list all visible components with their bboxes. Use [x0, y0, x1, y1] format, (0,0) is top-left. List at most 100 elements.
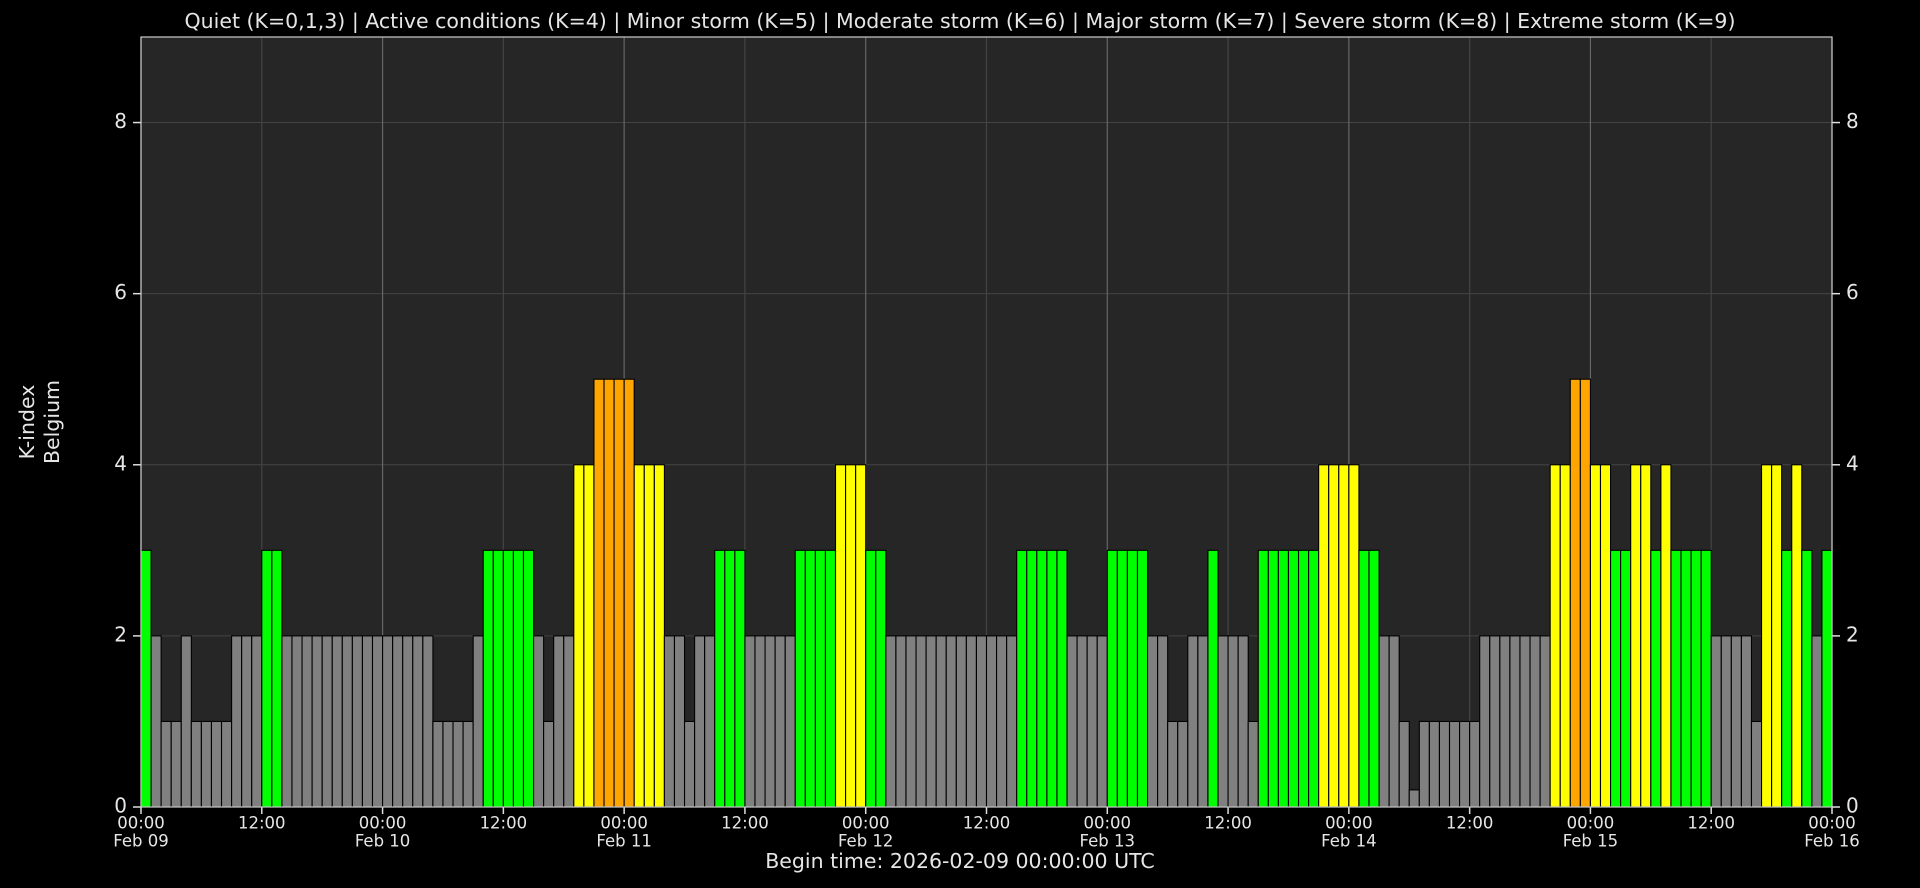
bar [492, 549, 504, 808]
bar [160, 720, 172, 808]
bar [1006, 635, 1018, 808]
bar [1016, 549, 1028, 808]
x-tick-label: 12:00 [721, 814, 769, 833]
bar [1408, 789, 1420, 808]
bar [140, 549, 152, 808]
bar [301, 635, 313, 808]
bar [522, 549, 535, 808]
bar [1217, 635, 1229, 808]
bar [1509, 635, 1521, 808]
bar [694, 635, 706, 808]
x-tick-label: Feb 16 [1804, 832, 1859, 851]
bar [180, 635, 192, 808]
bar [603, 378, 615, 808]
bar [724, 549, 736, 808]
bar [895, 635, 907, 808]
bar [1630, 464, 1642, 808]
bar [311, 635, 323, 808]
bar [351, 635, 363, 808]
bar [1237, 635, 1249, 808]
bar [1368, 549, 1380, 808]
bar [170, 720, 182, 808]
y-tick-label: 2 [114, 622, 127, 646]
bar [1318, 464, 1330, 808]
x-tick-label: Feb 13 [1080, 832, 1135, 851]
bar [824, 549, 837, 808]
bar [231, 635, 243, 808]
bar [422, 635, 434, 808]
bar [1086, 635, 1098, 808]
bar [704, 635, 716, 808]
bar [714, 549, 726, 808]
bar [1781, 549, 1793, 808]
bar [1046, 549, 1058, 808]
bars [140, 378, 1833, 808]
bar [1328, 464, 1340, 808]
bar [392, 635, 404, 808]
bar [1690, 549, 1702, 808]
x-tick-label: Feb 14 [1321, 832, 1376, 851]
y-tick-label: 4 [114, 451, 127, 475]
bar [1610, 549, 1622, 808]
bar [1338, 464, 1350, 808]
bar [1247, 720, 1259, 808]
bar [1448, 720, 1461, 808]
bar [452, 720, 464, 808]
bar [583, 464, 595, 808]
bar [341, 635, 353, 808]
bar [1660, 464, 1672, 808]
y2-tick-label: 8 [1846, 109, 1859, 133]
bar [955, 635, 967, 808]
bar [1579, 378, 1591, 808]
bar [512, 549, 525, 808]
bar [1459, 720, 1471, 808]
bar [1700, 549, 1712, 808]
bar [855, 464, 867, 808]
plot-frame [140, 36, 1833, 808]
bar [1207, 549, 1219, 808]
bar [563, 635, 575, 808]
bar [996, 635, 1008, 808]
bar [754, 635, 766, 808]
bar [1529, 635, 1541, 808]
y-tick-label: 6 [114, 280, 127, 304]
bar [210, 720, 223, 808]
bar [1680, 549, 1692, 808]
bar [1398, 720, 1410, 808]
bar [371, 635, 384, 808]
bar [633, 464, 645, 808]
chart-title: Quiet (K=0,1,3) | Active conditions (K=4… [185, 9, 1736, 34]
bar [1438, 720, 1451, 808]
bar [1096, 635, 1108, 808]
bar [1056, 549, 1068, 808]
x-tick-label: Feb 10 [355, 832, 410, 851]
bar [623, 378, 635, 808]
bar [1539, 635, 1551, 808]
bar [663, 635, 676, 808]
bar [744, 635, 756, 808]
bar [1740, 635, 1753, 808]
x-axis-label: Begin time: 2026-02-09 00:00:00 UTC [765, 849, 1155, 873]
bar [1620, 549, 1632, 808]
y-tick-label: 0 [114, 794, 127, 818]
bar [1287, 549, 1300, 808]
bar [764, 635, 776, 808]
bar [1821, 549, 1833, 808]
bar [1489, 635, 1501, 808]
bar [1418, 720, 1430, 808]
bar [1187, 635, 1199, 808]
bar [1227, 635, 1239, 808]
bar [533, 635, 545, 808]
bar [1036, 549, 1048, 808]
y-tick-label: 8 [114, 109, 127, 133]
bar [613, 378, 625, 808]
bar [1499, 635, 1511, 808]
bar [845, 464, 857, 808]
bar [1569, 378, 1581, 808]
x-tick-label: 00:00 [359, 814, 407, 833]
bar [1378, 635, 1390, 808]
bar [915, 635, 927, 808]
x-tick-label: Feb 09 [113, 832, 168, 851]
